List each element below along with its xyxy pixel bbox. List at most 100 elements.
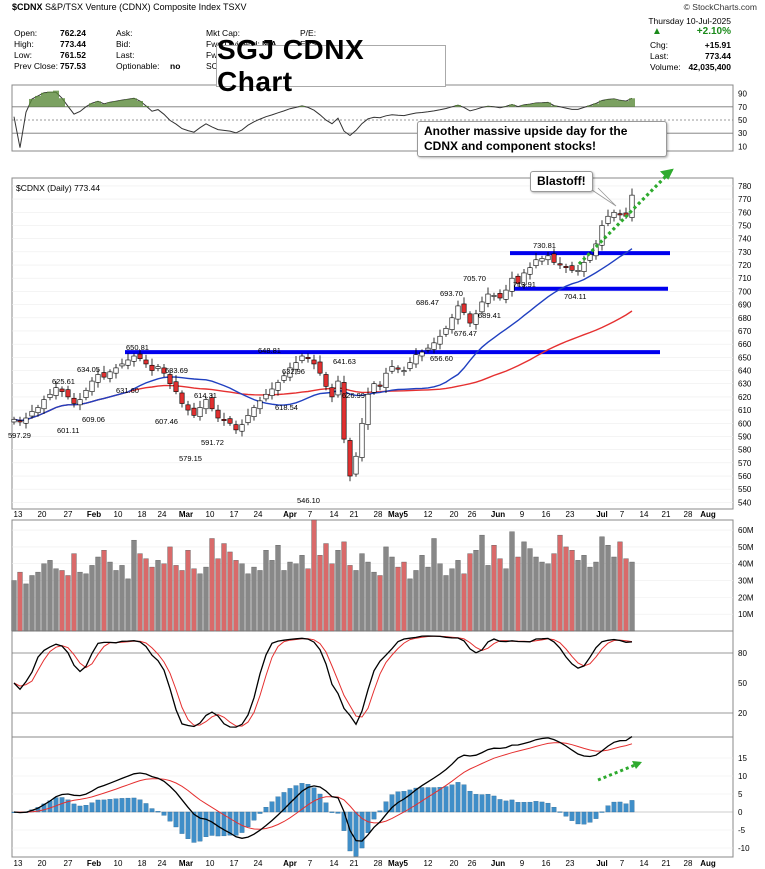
macd-histogram-bar (611, 801, 617, 813)
volume-bar (251, 566, 257, 632)
candle-down (377, 384, 383, 387)
candle-up (113, 367, 119, 374)
candle-down (569, 265, 575, 271)
rsi-overbought-fill (101, 103, 107, 107)
x-tick-label-top: 18 (138, 510, 147, 519)
x-tick-label-top: 24 (158, 510, 167, 519)
price-tick-label: 630 (738, 380, 752, 389)
volume-bar (449, 568, 455, 632)
candle-down (305, 357, 311, 359)
macd-histogram-bar (353, 811, 359, 857)
volume-bar (101, 550, 107, 632)
price-tick-label: 660 (738, 340, 752, 349)
price-annotation: 597.29 (8, 431, 31, 440)
x-tick-label-top: 20 (450, 510, 459, 519)
optionable-label: Optionable: (116, 61, 160, 71)
volume-bar (233, 560, 239, 632)
last-label: Last: (650, 51, 669, 61)
x-tick-label-top: May5 (388, 510, 409, 519)
candle-up (299, 355, 305, 361)
volume-bar (473, 550, 479, 632)
rsi-overbought-fill (527, 104, 533, 107)
uptrend-arrowhead (659, 168, 674, 180)
macd-histogram-bar (401, 791, 407, 813)
macd-histogram-bar (299, 783, 305, 813)
x-tick-label-top: Feb (87, 510, 101, 519)
candle-up (119, 363, 125, 367)
high-value: 773.44 (60, 39, 86, 49)
macd-histogram-bar (323, 802, 329, 813)
x-tick-label-bottom: 21 (662, 859, 671, 868)
x-tick-label-bottom: 21 (350, 859, 359, 868)
x-tick-label-bottom: Aug (700, 859, 716, 868)
stochastic-k-line (13, 635, 633, 728)
macd-histogram-bar (431, 787, 437, 813)
x-tick-label-bottom: 9 (520, 859, 525, 868)
x-tick-label-top: Jul (596, 510, 608, 519)
macd-histogram-bar (317, 793, 323, 813)
rsi-overbought-fill (545, 102, 551, 107)
macd-tick-label: -5 (738, 826, 746, 835)
macd-panel-frame (11, 736, 734, 858)
x-tick-label-top: Mar (179, 510, 193, 519)
x-tick-label-top: 17 (230, 510, 239, 519)
candle-down (137, 353, 143, 359)
x-tick-label-top: 26 (468, 510, 477, 519)
candle-up (41, 399, 47, 410)
candle-up (95, 374, 101, 383)
macd-histogram-bar (383, 801, 389, 813)
candle-down (497, 293, 503, 299)
x-tick-label-top: 21 (662, 510, 671, 519)
x-tick-label-bottom: 12 (424, 859, 433, 868)
volume-bar (623, 558, 629, 632)
macd-histogram-bar (305, 784, 311, 813)
candle-up (545, 255, 551, 261)
macd-histogram-bar (629, 800, 635, 813)
rsi-overbought-fill (521, 104, 527, 107)
volume-bar (557, 534, 563, 632)
price-annotation: 656.60 (430, 354, 453, 363)
macd-histogram-bar (605, 805, 611, 813)
candle-up (533, 259, 539, 266)
rsi-overbought-fill (617, 100, 623, 107)
macd-histogram-bar (503, 800, 509, 813)
candle-up (335, 380, 341, 396)
price-annotation: 579.15 (179, 454, 202, 463)
price-annotation: 626.99 (342, 391, 365, 400)
x-tick-label-bottom: 23 (566, 859, 575, 868)
macd-tick-label: 10 (738, 772, 747, 781)
price-tick-label: 750 (738, 221, 752, 230)
macd-histogram-bar (245, 811, 251, 828)
macd-histogram-bar (77, 805, 83, 813)
x-tick-label-bottom: Feb (87, 859, 101, 868)
volume-bar (173, 565, 179, 632)
price-annotation: 609.06 (82, 415, 105, 424)
candle-up (425, 347, 431, 351)
macd-histogram-bar (539, 801, 545, 813)
volume-bar (47, 560, 53, 632)
macd-tick-label: 5 (738, 790, 743, 799)
volume-bar (179, 570, 185, 632)
price-tick-label: 650 (738, 353, 752, 362)
x-tick-label-bottom: Apr (283, 859, 297, 868)
macd-histogram-bar (491, 795, 497, 813)
macd-histogram-bar (65, 799, 71, 813)
volume-bar (221, 543, 227, 632)
rsi-overbought-fill (41, 92, 47, 107)
volume-bar (377, 575, 383, 632)
macd-histogram-bar (113, 798, 119, 813)
volume-bar (203, 566, 209, 632)
ask-label: Ask: (116, 28, 133, 38)
price-tick-label: 680 (738, 314, 752, 323)
price-tick-label: 610 (738, 406, 752, 415)
macd-histogram-bar (179, 811, 185, 834)
volume-bar (437, 563, 443, 632)
macd-tick-label: 0 (738, 808, 743, 817)
macd-histogram-bar (473, 794, 479, 813)
candle-down (17, 420, 23, 423)
volume-bar (305, 568, 311, 632)
macd-signal-line (13, 742, 633, 830)
volume-bar (299, 555, 305, 632)
volume-bar (365, 561, 371, 632)
